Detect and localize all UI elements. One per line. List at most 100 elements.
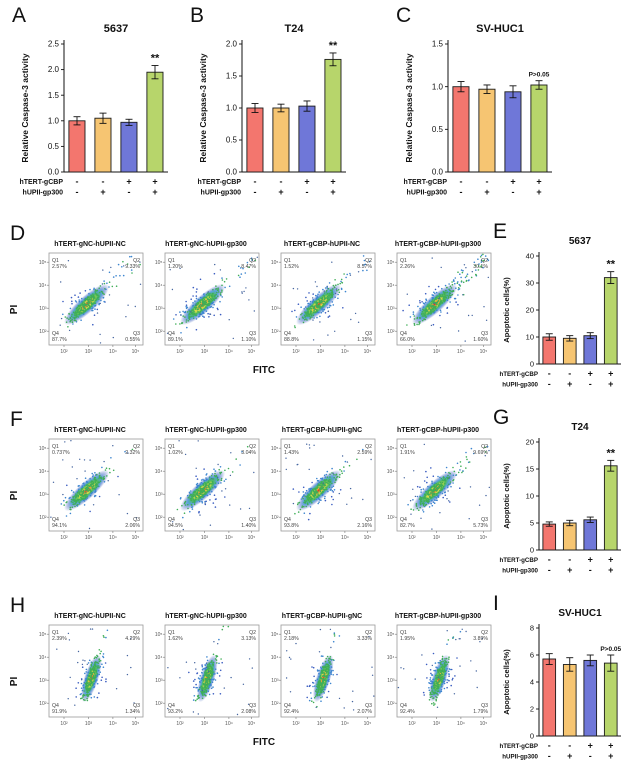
svg-text:10²: 10² (60, 535, 68, 541)
flow-plot-title: hTERT-gCBP-hUPII-NC (283, 241, 361, 248)
svg-text:10⁵: 10⁵ (132, 349, 140, 355)
svg-text:10³: 10³ (387, 678, 395, 684)
svg-text:Q4: Q4 (168, 703, 175, 709)
svg-text:10²: 10² (292, 349, 300, 355)
svg-text:-: - (128, 187, 131, 197)
svg-text:Q3: Q3 (365, 331, 372, 337)
svg-text:Q2: Q2 (249, 258, 256, 264)
svg-text:94.5%: 94.5% (168, 523, 183, 529)
svg-text:10⁴: 10⁴ (39, 283, 47, 289)
svg-text:-: - (548, 741, 551, 751)
flow-plot: hTERT-gNC-hUPII-NC 10⁵ 10⁴ 10³ 10² 10² 10³ 10⁴ 1… (34, 426, 146, 550)
panel-a: A 5637 Relative Caspase-3 activity 0.0 0.5 1… (10, 4, 188, 212)
svg-text:+: + (588, 555, 593, 565)
panel-i: I SV-HUC1 Apoptotic cells(%) 0 2 4 6 8 P>0.05 hT… (493, 592, 627, 770)
svg-text:10²: 10² (271, 515, 279, 521)
panel-letter-c: C (396, 4, 412, 27)
svg-text:10⁴: 10⁴ (271, 469, 279, 475)
svg-text:10⁵: 10⁵ (155, 446, 163, 452)
svg-text:10³: 10³ (85, 535, 93, 541)
apoptotic-chart-5637: 5637 Apoptotic cells(%) 0 10 20 30 40 ** hTERT-g… (497, 230, 627, 398)
svg-text:10⁴: 10⁴ (225, 349, 233, 355)
svg-text:4: 4 (530, 678, 534, 687)
pi-axis-label: PI (9, 676, 21, 687)
svg-text:10⁴: 10⁴ (109, 349, 117, 355)
svg-text:+: + (608, 751, 613, 761)
bar (542, 658, 557, 737)
flow-plot: hTERT-gCBP-hUPII-gp300 10⁵ 10⁴ 10³ 10² 10² 10³… (382, 612, 494, 736)
svg-text:10³: 10³ (155, 306, 163, 312)
flow-cytometry-plot: 10⁵ 10⁴ 10³ 10² 10² 10³ 10⁴ 10⁵ Q11.62% Q23.13% Q4… (155, 624, 260, 727)
svg-text:Q2: Q2 (481, 630, 488, 636)
svg-text:10⁵: 10⁵ (248, 535, 256, 541)
svg-text:10²: 10² (271, 701, 279, 707)
svg-text:-: - (568, 555, 571, 565)
svg-text:10⁵: 10⁵ (271, 260, 279, 266)
svg-text:8.47%: 8.47% (241, 264, 256, 270)
svg-text:10³: 10³ (387, 306, 395, 312)
flow-cytometry-plot: 10⁵ 10⁴ 10³ 10² 10² 10³ 10⁴ 10⁵ Q10.737% Q22.32% Q… (39, 438, 144, 541)
panel-e: E 5637 Apoptotic cells(%) 0 10 20 30 40 ** hTERT… (493, 220, 627, 398)
svg-text:10³: 10³ (201, 349, 209, 355)
svg-text:10²: 10² (408, 535, 416, 541)
svg-text:6: 6 (530, 651, 534, 660)
svg-text:3.33%: 3.33% (357, 636, 372, 642)
panel-letter-e: E (493, 220, 508, 243)
svg-text:hUPII-gp300: hUPII-gp300 (23, 190, 64, 197)
panel-letter-i: I (493, 592, 499, 615)
svg-text:10⁴: 10⁴ (457, 721, 465, 727)
svg-text:Q1: Q1 (284, 258, 291, 264)
svg-text:-: - (548, 369, 551, 379)
y-axis-label: Relative Caspase-3 activity (404, 53, 414, 162)
svg-text:2.59%: 2.59% (357, 450, 372, 456)
svg-text:+: + (608, 565, 613, 575)
svg-text:Q2: Q2 (481, 444, 488, 450)
svg-text:hUPII-gp300: hUPII-gp300 (502, 754, 538, 761)
svg-text:Q4: Q4 (284, 517, 291, 523)
svg-text:+: + (304, 177, 309, 187)
bar-chart: SV-HUC1 Apoptotic cells(%) 0 2 4 6 8 P>0.05 hTER… (500, 608, 622, 761)
svg-text:hUPII-gp300: hUPII-gp300 (502, 382, 538, 389)
svg-text:10⁴: 10⁴ (341, 721, 349, 727)
svg-text:+: + (567, 379, 572, 389)
svg-text:10²: 10² (39, 701, 47, 707)
bar (504, 91, 522, 173)
y-axis-label: Apoptotic cells(%) (502, 463, 511, 529)
svg-text:Q1: Q1 (168, 258, 175, 264)
svg-text:+: + (152, 177, 157, 187)
svg-text:10⁴: 10⁴ (457, 349, 465, 355)
panel-letter-f: F (10, 408, 23, 431)
svg-text:10⁴: 10⁴ (39, 469, 47, 475)
svg-text:10³: 10³ (387, 492, 395, 498)
svg-text:Q2: Q2 (365, 258, 372, 264)
svg-text:+: + (608, 555, 613, 565)
bar (146, 71, 164, 173)
panel-letter-g: G (493, 406, 510, 429)
svg-text:10⁵: 10⁵ (480, 349, 488, 355)
svg-text:10⁵: 10⁵ (364, 349, 372, 355)
svg-text:Q2: Q2 (365, 444, 372, 450)
svg-text:Q2: Q2 (133, 258, 140, 264)
svg-text:Q1: Q1 (400, 444, 407, 450)
svg-text:hUPII-gp300: hUPII-gp300 (201, 190, 242, 197)
svg-text:2.16%: 2.16% (357, 523, 372, 529)
flow-cytometry-plot: 10⁵ 10⁴ 10³ 10² 10² 10³ 10⁴ 10⁵ Q11.20% Q28.47% Q4… (155, 252, 260, 355)
svg-text:Q4: Q4 (400, 703, 407, 709)
bar (603, 662, 618, 737)
svg-text:0.5: 0.5 (226, 136, 238, 145)
svg-text:10⁵: 10⁵ (155, 260, 163, 266)
svg-text:10³: 10³ (433, 535, 441, 541)
svg-text:-: - (254, 177, 257, 187)
svg-text:hTERT-gCBP: hTERT-gCBP (500, 371, 539, 378)
svg-text:10²: 10² (60, 721, 68, 727)
svg-text:+: + (608, 741, 613, 751)
svg-text:Q1: Q1 (168, 630, 175, 636)
bar (530, 84, 548, 173)
caspase-chart-5637: 5637 Relative Caspase-3 activity 0.0 0.5 1.0… (10, 14, 188, 212)
svg-text:10³: 10³ (39, 678, 47, 684)
svg-text:1.52%: 1.52% (284, 264, 299, 270)
bar-chart: T24 Relative Caspase-3 activity 0.0 0.5 1.0 1… (197, 23, 346, 197)
svg-text:1.20%: 1.20% (168, 264, 183, 270)
svg-text:+: + (126, 177, 131, 187)
